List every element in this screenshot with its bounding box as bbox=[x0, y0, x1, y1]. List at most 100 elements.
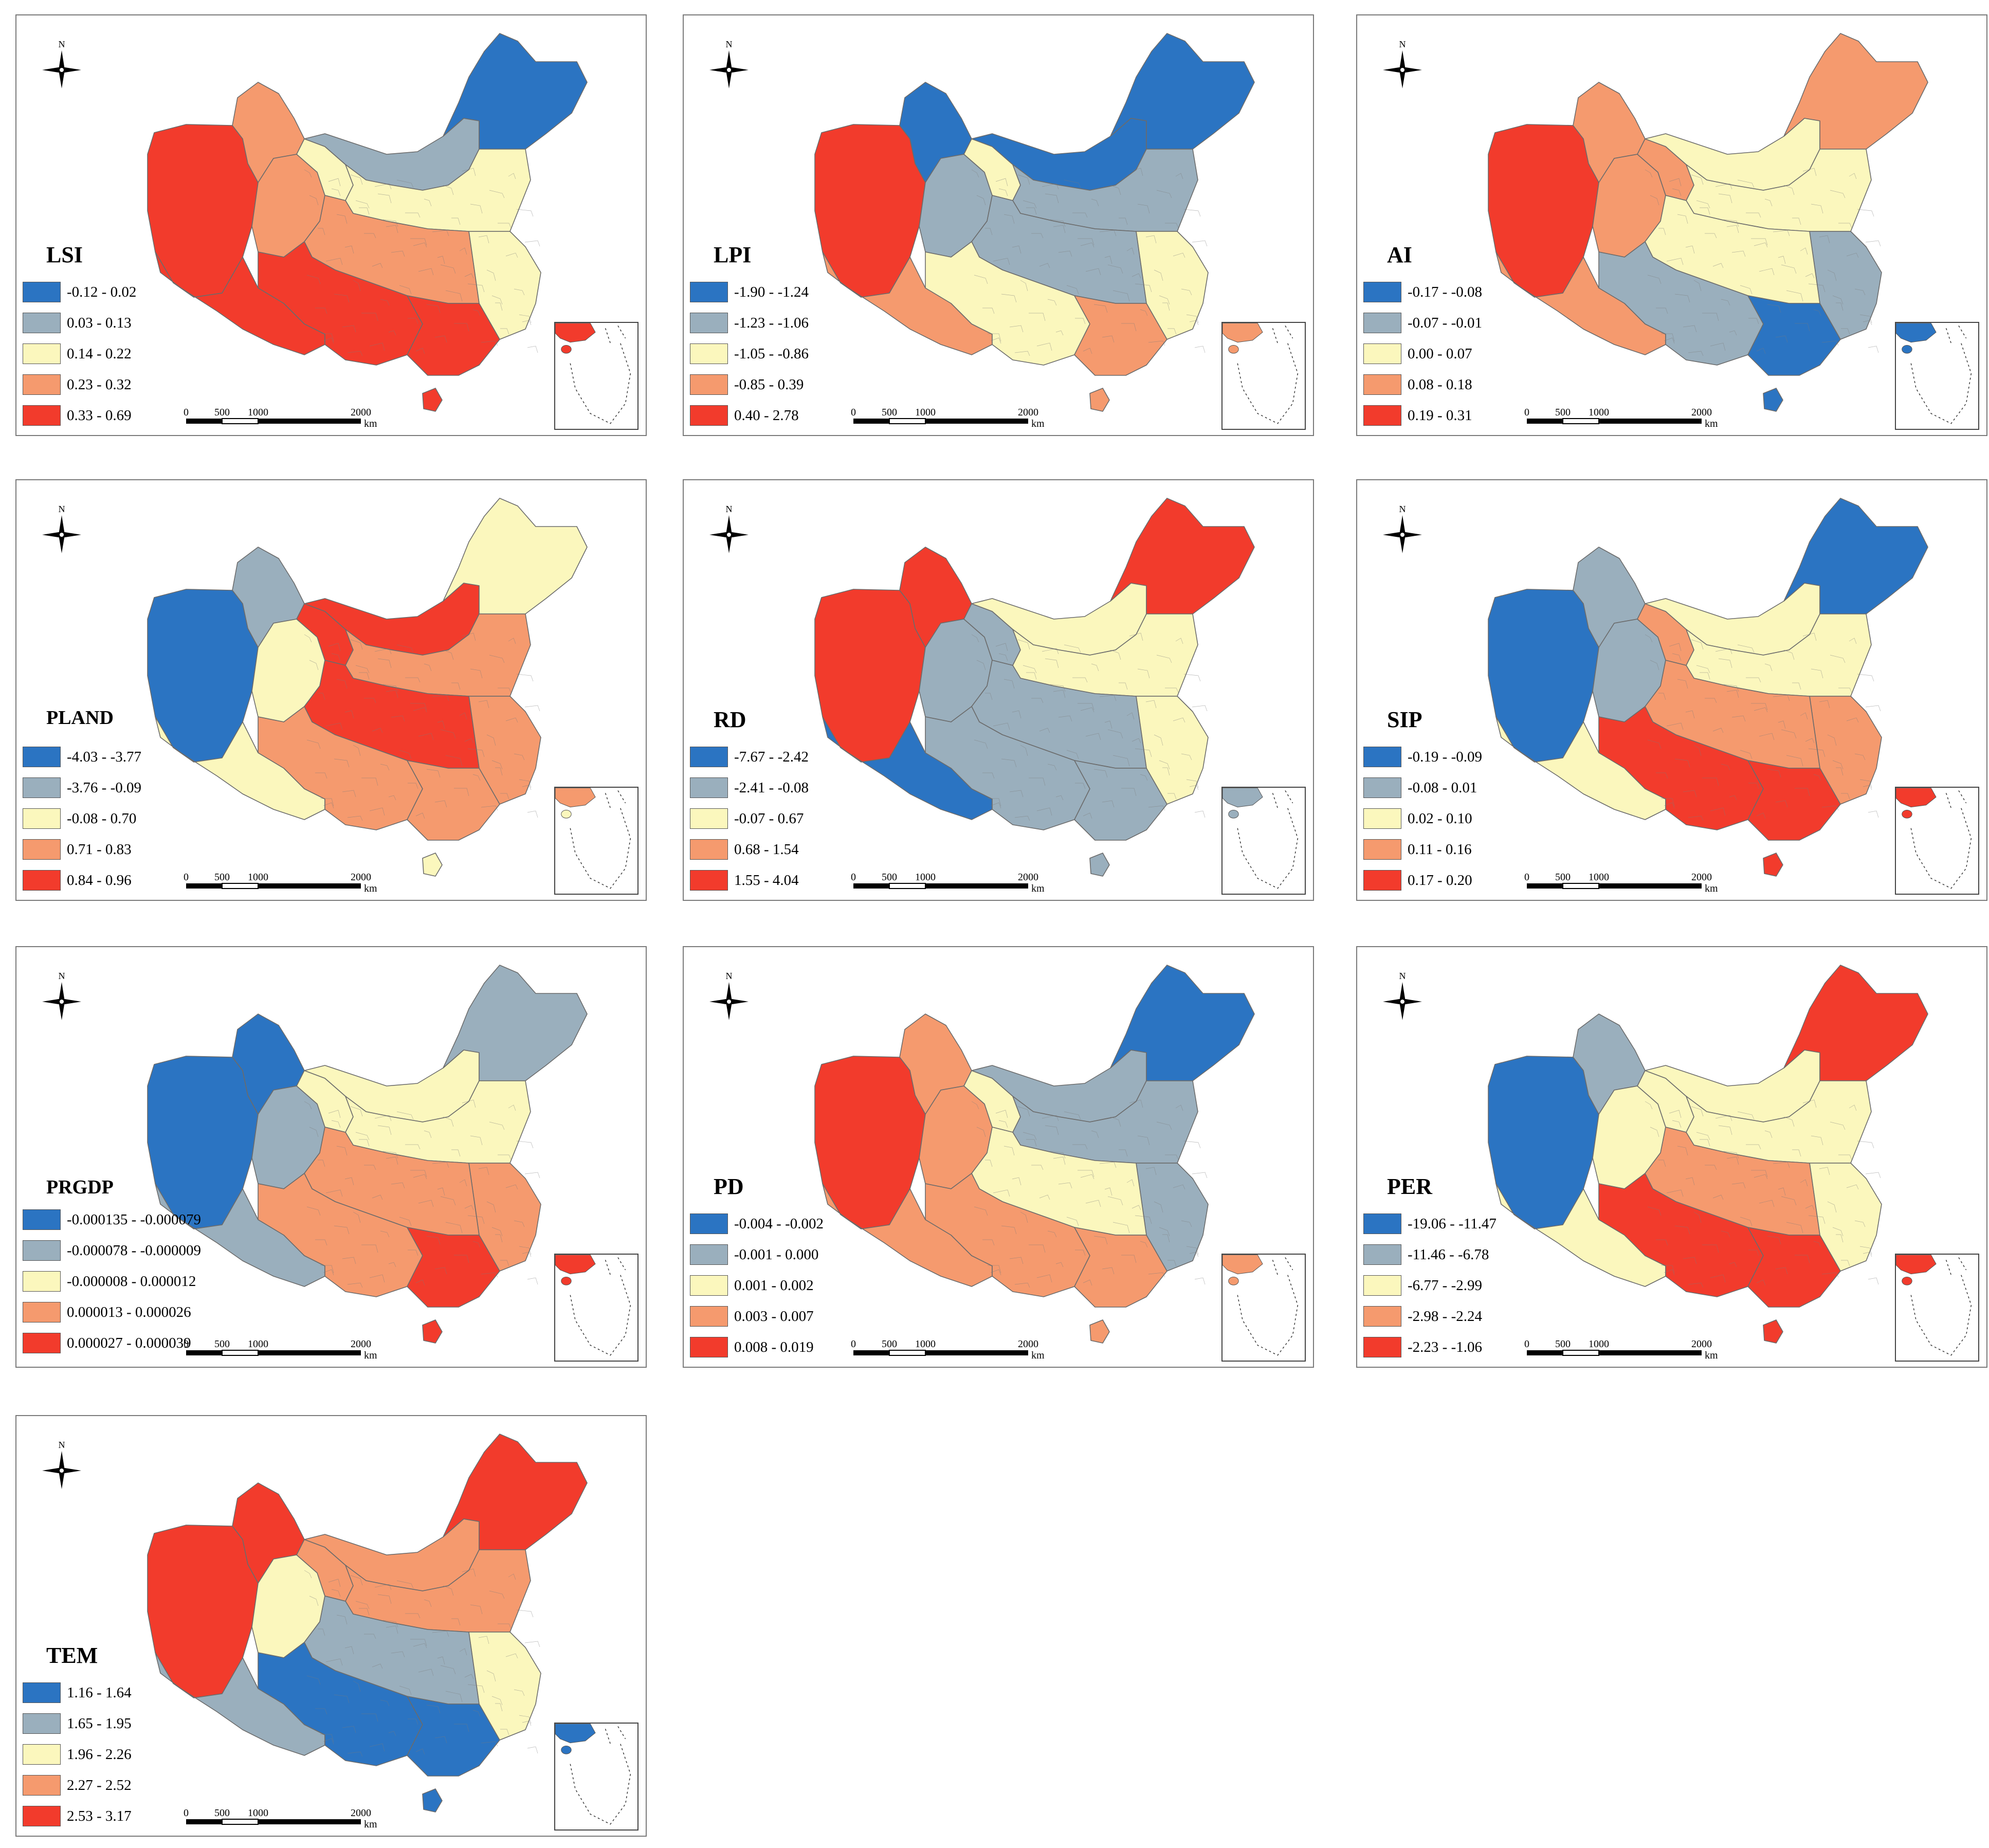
scale-unit: km bbox=[1031, 883, 1045, 894]
china-map bbox=[147, 33, 588, 412]
legend-label: -0.000135 - -0.000079 bbox=[67, 1211, 201, 1228]
legend-label: -0.07 - 0.67 bbox=[734, 810, 804, 827]
north-label: N bbox=[726, 504, 733, 514]
region-northeast bbox=[443, 498, 588, 614]
legend-label: 0.02 - 0.10 bbox=[1408, 810, 1472, 827]
south-china-sea-inset bbox=[1895, 322, 1979, 430]
legend-swatch bbox=[690, 1244, 728, 1265]
legend-swatch bbox=[690, 1306, 728, 1327]
region-hainan bbox=[1089, 1319, 1110, 1344]
map-title: RD bbox=[714, 707, 746, 732]
scale-tick-label: 0 bbox=[1524, 407, 1529, 418]
legend-swatch bbox=[690, 777, 728, 798]
legend-label: 0.003 - 0.007 bbox=[734, 1308, 814, 1325]
scale-tick-label: 0 bbox=[184, 407, 189, 418]
legend-swatch bbox=[23, 1209, 61, 1230]
region-hainan bbox=[1763, 1319, 1783, 1344]
map-title: PER bbox=[1387, 1174, 1432, 1199]
north-label: N bbox=[1399, 971, 1406, 981]
scale-tick-label: 0 bbox=[184, 1807, 189, 1819]
county-boundaries bbox=[971, 632, 1208, 821]
north-arrow-icon: N bbox=[42, 39, 81, 88]
county-boundaries bbox=[1645, 168, 1881, 356]
county-boundaries bbox=[304, 1099, 540, 1288]
north-label: N bbox=[59, 1440, 65, 1450]
region-south bbox=[1074, 295, 1167, 376]
legend-label: -2.23 - -1.06 bbox=[1408, 1339, 1482, 1355]
legend-swatch bbox=[23, 1682, 61, 1703]
map-panel-pland: N PLAND -4.03 - -3.77 -3.76 - -0.09 -0.08 - … bbox=[15, 479, 647, 901]
scale-tick-label: 2000 bbox=[1018, 1338, 1038, 1350]
region-south bbox=[407, 1227, 500, 1308]
map-panel-ai: N AI -0.17 - -0.08 -0.07 - -0.01 0.00 - 0.07… bbox=[1356, 14, 1987, 436]
legend-label: 0.71 - 0.83 bbox=[67, 841, 132, 858]
north-arrow-icon: N bbox=[42, 504, 81, 553]
map-title: PD bbox=[714, 1174, 744, 1199]
legend-swatch bbox=[690, 374, 728, 395]
map-title: LSI bbox=[46, 242, 83, 267]
legend-label: 0.17 - 0.20 bbox=[1408, 872, 1472, 889]
legend-label: -0.08 - 0.01 bbox=[1408, 780, 1477, 796]
scale-unit: km bbox=[1705, 883, 1718, 894]
legend-label: 0.001 - 0.002 bbox=[734, 1277, 814, 1294]
china-map bbox=[814, 33, 1255, 412]
legend-label: -1.05 - -0.86 bbox=[734, 346, 809, 362]
legend-label: 0.00 - 0.07 bbox=[1408, 346, 1472, 362]
legend-label: 0.03 - 0.13 bbox=[67, 315, 132, 331]
map-panel-lpi: N LPI -1.90 - -1.24 -1.23 - -1.06 -1.05 - -0… bbox=[683, 14, 1314, 436]
region-hainan bbox=[1763, 853, 1783, 877]
region-hainan bbox=[1763, 388, 1783, 412]
legend-label: 1.96 - 2.26 bbox=[67, 1746, 132, 1763]
legend-swatch bbox=[690, 282, 728, 302]
legend-swatch bbox=[23, 777, 61, 798]
south-china-sea-inset bbox=[554, 787, 638, 895]
region-south bbox=[407, 760, 500, 841]
legend-swatch bbox=[23, 839, 61, 860]
legend-swatch bbox=[1363, 374, 1401, 395]
legend-swatch bbox=[690, 1337, 728, 1357]
map-panel-per: N PER -19.06 - -11.47 -11.46 - -6.78 -6.77 -… bbox=[1356, 946, 1987, 1368]
legend-swatch bbox=[690, 870, 728, 891]
scale-tick-label: 2000 bbox=[351, 407, 371, 418]
legend-swatch bbox=[690, 405, 728, 426]
region-southwest bbox=[925, 706, 1090, 830]
region-southwest bbox=[258, 1173, 423, 1297]
map-title: AI bbox=[1387, 242, 1412, 267]
legend-swatch bbox=[690, 808, 728, 829]
scale-unit: km bbox=[1031, 418, 1045, 429]
legend-swatch bbox=[23, 1744, 61, 1765]
legend-label: -3.76 - -0.09 bbox=[67, 780, 141, 796]
county-boundaries bbox=[304, 632, 540, 821]
scale-tick-label: 2000 bbox=[1018, 872, 1038, 883]
scale-tick-label: 0 bbox=[184, 1338, 189, 1350]
scale-tick-label: 1000 bbox=[248, 1338, 268, 1350]
region-northeast bbox=[443, 33, 588, 150]
legend-label: 0.11 - 0.16 bbox=[1408, 841, 1472, 858]
legend-label: -0.004 - -0.002 bbox=[734, 1216, 824, 1232]
north-arrow-icon: N bbox=[1383, 39, 1422, 88]
region-hainan bbox=[1089, 388, 1110, 412]
region-south bbox=[1747, 295, 1841, 376]
south-china-sea-inset bbox=[554, 1723, 638, 1831]
legend-label: -1.90 - -1.24 bbox=[734, 284, 809, 300]
legend-swatch bbox=[1363, 808, 1401, 829]
legend-swatch bbox=[23, 747, 61, 767]
legend-label: 2.27 - 2.52 bbox=[67, 1777, 132, 1793]
legend-label: -7.67 - -2.42 bbox=[734, 749, 809, 765]
legend-label: -0.12 - 0.02 bbox=[67, 284, 137, 300]
legend-swatch bbox=[23, 405, 61, 426]
china-map bbox=[147, 965, 588, 1344]
north-label: N bbox=[726, 971, 733, 981]
scale-tick-label: 500 bbox=[214, 1807, 230, 1819]
legend-label: 0.19 - 0.31 bbox=[1408, 407, 1472, 424]
legend-swatch bbox=[23, 870, 61, 891]
china-map bbox=[814, 498, 1255, 877]
legend-label: 0.14 - 0.22 bbox=[67, 346, 132, 362]
north-arrow-icon: N bbox=[1383, 504, 1422, 553]
region-southwest bbox=[1598, 1173, 1764, 1297]
region-northeast bbox=[443, 1434, 588, 1550]
